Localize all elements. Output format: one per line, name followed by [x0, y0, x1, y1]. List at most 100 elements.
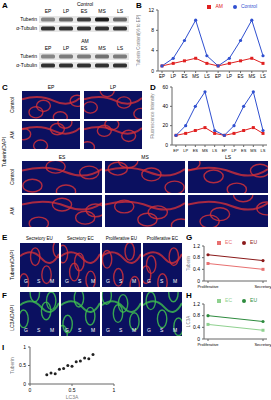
svg-text:M: M	[173, 278, 177, 284]
svg-text:LS: LS	[212, 148, 217, 153]
svg-text:1: 1	[113, 387, 116, 393]
svg-text:M: M	[132, 278, 136, 284]
svg-text:S: S	[160, 327, 164, 333]
svg-text:M: M	[50, 278, 54, 284]
svg-text:G: G	[106, 327, 110, 333]
svg-text:M: M	[50, 327, 54, 333]
svg-text:Secretory: Secretory	[254, 284, 263, 289]
svg-text:LP: LP	[63, 45, 70, 51]
svg-text:ES: ES	[59, 154, 66, 160]
svg-text:EP: EP	[159, 74, 165, 79]
svg-text:S: S	[37, 327, 41, 333]
svg-text:MS: MS	[192, 74, 199, 79]
svg-text:0: 0	[29, 387, 32, 393]
svg-text:LC3A/DAPI: LC3A/DAPI	[9, 305, 15, 331]
svg-text:Tuberin: Tuberin	[20, 53, 37, 59]
svg-text:Proliferative: Proliferative	[197, 284, 219, 289]
svg-text:ES: ES	[238, 74, 244, 79]
svg-text:LS: LS	[260, 74, 263, 79]
svg-text:Proliferative EU: Proliferative EU	[106, 236, 137, 241]
svg-text:G: G	[147, 327, 151, 333]
svg-text:G: G	[24, 278, 28, 284]
svg-text:MS: MS	[141, 154, 149, 160]
svg-text:Tuberin Content(% to EP): Tuberin Content(% to EP)	[136, 14, 141, 66]
svg-text:Secretory EC: Secretory EC	[67, 236, 95, 241]
svg-text:AM: AM	[9, 207, 15, 215]
svg-text:40: 40	[162, 103, 168, 109]
svg-text:α-Tubulin: α-Tubulin	[16, 62, 37, 68]
svg-text:8: 8	[151, 27, 154, 33]
svg-text:1.2: 1.2	[193, 243, 200, 249]
svg-text:MS: MS	[202, 148, 208, 153]
svg-text:Control: Control	[77, 1, 93, 7]
svg-text:LC3A: LC3A	[186, 316, 191, 327]
svg-text:B: B	[136, 1, 142, 10]
svg-text:20: 20	[162, 122, 168, 128]
svg-text:Proliferative EC: Proliferative EC	[147, 236, 179, 241]
svg-text:LP: LP	[63, 8, 70, 14]
svg-text:EP: EP	[215, 74, 221, 79]
svg-text:AM: AM	[81, 38, 89, 44]
svg-text:MS: MS	[98, 8, 106, 14]
svg-text:LP: LP	[170, 74, 176, 79]
svg-text:Secretory: Secretory	[254, 342, 263, 347]
svg-text:G: G	[106, 278, 110, 284]
svg-text:ES: ES	[81, 8, 88, 14]
svg-text:12: 12	[148, 7, 154, 13]
svg-text:G: G	[186, 233, 192, 242]
svg-text:MS: MS	[248, 74, 255, 79]
svg-text:ES: ES	[193, 148, 199, 153]
svg-text:LS: LS	[204, 74, 210, 79]
svg-text:0.8: 0.8	[193, 254, 200, 260]
svg-text:M: M	[91, 278, 95, 284]
svg-text:G: G	[65, 278, 69, 284]
svg-text:LP: LP	[183, 148, 188, 153]
svg-text:Tuberin/DAPI: Tuberin/DAPI	[9, 250, 15, 280]
svg-text:ES: ES	[241, 148, 247, 153]
svg-text:Secretory EU: Secretory EU	[26, 236, 53, 241]
svg-text:Control: Control	[9, 97, 15, 113]
svg-text:Proliferative: Proliferative	[197, 342, 219, 347]
svg-text:0: 0	[165, 142, 168, 148]
svg-text:0: 0	[197, 278, 200, 284]
svg-text:LS: LS	[225, 154, 232, 160]
svg-text:ES: ES	[181, 74, 187, 79]
svg-text:S: S	[119, 327, 123, 333]
svg-text:0: 0	[151, 68, 154, 74]
svg-text:EP: EP	[45, 45, 52, 51]
svg-text:α-Tubulin: α-Tubulin	[16, 25, 37, 31]
svg-text:MS: MS	[98, 45, 106, 51]
svg-text:G: G	[147, 278, 151, 284]
svg-text:S: S	[78, 327, 82, 333]
svg-text:M: M	[91, 327, 95, 333]
svg-text:LP: LP	[232, 148, 237, 153]
svg-text:0.4: 0.4	[193, 266, 200, 272]
svg-text:EP: EP	[48, 84, 55, 90]
svg-text:S: S	[160, 278, 164, 284]
svg-text:1.2: 1.2	[193, 301, 200, 307]
svg-text:Tuberin: Tuberin	[10, 357, 15, 374]
svg-text:H: H	[186, 291, 192, 300]
svg-text:0: 0	[197, 336, 200, 342]
svg-text:LC3A: LC3A	[66, 394, 79, 399]
svg-text:60: 60	[162, 84, 168, 90]
svg-text:4: 4	[151, 47, 154, 53]
svg-text:MS: MS	[250, 148, 256, 153]
svg-text:0.5: 0.5	[69, 387, 76, 393]
svg-text:S: S	[37, 278, 41, 284]
svg-text:0: 0	[23, 381, 26, 387]
svg-text:Tuberin: Tuberin	[186, 255, 191, 271]
svg-text:Fluorescence Intensity: Fluorescence Intensity	[150, 93, 155, 139]
svg-text:Control: Control	[9, 169, 15, 185]
svg-text:S: S	[119, 278, 123, 284]
svg-text:M: M	[173, 327, 177, 333]
svg-text:LP: LP	[227, 74, 233, 79]
svg-text:S: S	[78, 278, 82, 284]
svg-text:0.8: 0.8	[193, 312, 200, 318]
svg-text:LS: LS	[117, 8, 124, 14]
svg-text:LP: LP	[110, 84, 117, 90]
svg-text:EP: EP	[45, 8, 52, 14]
svg-text:0.4: 0.4	[193, 324, 200, 330]
svg-text:0.5: 0.5	[19, 362, 26, 368]
svg-text:G: G	[65, 327, 69, 333]
